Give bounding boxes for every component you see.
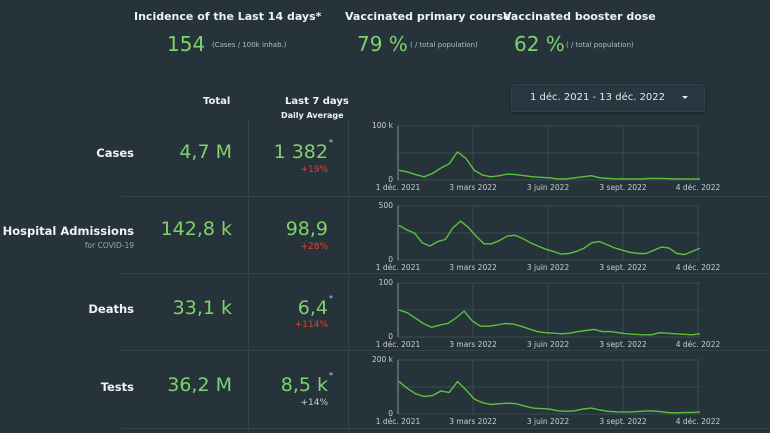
kpi-booster-unit: ( / total population) [566,41,634,49]
x-tick-label: 1 déc. 2021 [376,183,421,192]
row-delta: +114% [294,320,328,330]
x-tick-label: 4 déc. 2022 [676,183,720,192]
x-tick-label: 1 déc. 2021 [376,417,421,426]
date-range-dropdown[interactable]: 1 déc. 2021 - 13 déc. 2022 [511,84,705,112]
y-tick-label: 100 [379,278,394,287]
kpi-incidence-value: 154 [167,32,206,56]
row-average: 8,5 k [280,374,328,396]
x-tick-label: 3 juin 2022 [527,417,570,426]
row-asterisk: * [329,371,333,380]
series-line [398,380,701,414]
x-tick-label: 3 juin 2022 [527,263,570,272]
x-tick-label: 4 déc. 2022 [676,340,720,349]
row-average: 6,4 [297,297,328,319]
kpi-incidence-unit: (Cases / 100k inhab.) [212,41,287,49]
column-divider [348,118,349,433]
row-delta: +14% [300,398,328,408]
row-label: Deaths [88,302,134,316]
column-header-daily-average: Daily Average [281,111,344,120]
deaths-chart: 1 déc. 2021 3 mars 2022 3 juin 2022 3 sept.… [376,278,720,349]
column-divider [248,118,249,433]
x-tick-label: 4 déc. 2022 [676,263,720,272]
kpi-primary-title: Vaccinated primary course [345,10,511,23]
x-tick-label: 3 mars 2022 [449,417,497,426]
kpi-primary-unit: ( / total population) [410,41,478,49]
x-tick-label: 3 sept. 2022 [599,263,646,272]
y-tick-label: 0 [388,409,393,418]
y-tick-label: 0 [388,332,393,341]
column-header-last7: Last 7 days [285,96,349,107]
tests-chart: 1 déc. 2021 3 mars 2022 3 juin 2022 3 sept.… [372,355,720,426]
series-line [398,151,700,180]
x-tick-label: 3 juin 2022 [527,183,570,192]
hospital-admissions-chart: 1 déc. 2021 3 mars 2022 3 juin 2022 3 sept.… [376,201,720,272]
x-tick-label: 3 mars 2022 [449,263,497,272]
cases-chart: 1 déc. 2021 3 mars 2022 3 juin 2022 3 sept.… [372,121,720,192]
row-total: 36,2 M [167,374,232,396]
x-tick-label: 3 juin 2022 [527,340,570,349]
row-average: 1 382 [273,141,328,163]
kpi-booster-value: 62 % [514,32,565,56]
y-tick-label: 500 [379,201,394,210]
x-tick-label: 3 sept. 2022 [599,340,646,349]
y-tick-label: 0 [388,255,393,264]
row-divider [122,273,770,274]
row-asterisk: * [329,294,333,303]
date-range-label: 1 déc. 2021 - 13 déc. 2022 [530,92,666,103]
column-header-total: Total [203,96,231,107]
kpi-booster-title: Vaccinated booster dose [503,10,656,23]
row-delta: +28% [300,242,328,252]
y-tick-label: 100 k [372,121,394,130]
row-total: 4,7 M [179,141,232,163]
row-divider [122,350,770,351]
row-label: Hospital Admissions [2,224,134,238]
row-total: 142,8 k [160,218,232,240]
kpi-primary-value: 79 % [357,32,408,56]
row-average: 98,9 [285,218,328,240]
x-tick-label: 3 mars 2022 [449,183,497,192]
x-tick-label: 1 déc. 2021 [376,263,421,272]
x-tick-label: 3 sept. 2022 [599,183,646,192]
row-asterisk: * [329,138,333,147]
row-total: 33,1 k [172,297,232,319]
y-tick-label: 200 k [372,355,394,364]
caret-down-icon [682,96,688,99]
x-tick-label: 4 déc. 2022 [676,417,720,426]
row-label: Tests [100,380,134,394]
row-sublabel: for COVID-19 [84,241,134,250]
x-tick-label: 1 déc. 2021 [376,340,421,349]
row-label: Cases [96,146,134,160]
kpi-incidence-title: Incidence of the Last 14 days* [134,10,322,23]
row-divider [122,428,770,429]
series-line [398,220,701,256]
y-tick-label: 0 [388,175,393,184]
x-tick-label: 3 mars 2022 [449,340,497,349]
x-tick-label: 3 sept. 2022 [599,417,646,426]
row-delta: +19% [300,165,328,175]
series-line [398,309,701,336]
row-divider [122,196,770,197]
